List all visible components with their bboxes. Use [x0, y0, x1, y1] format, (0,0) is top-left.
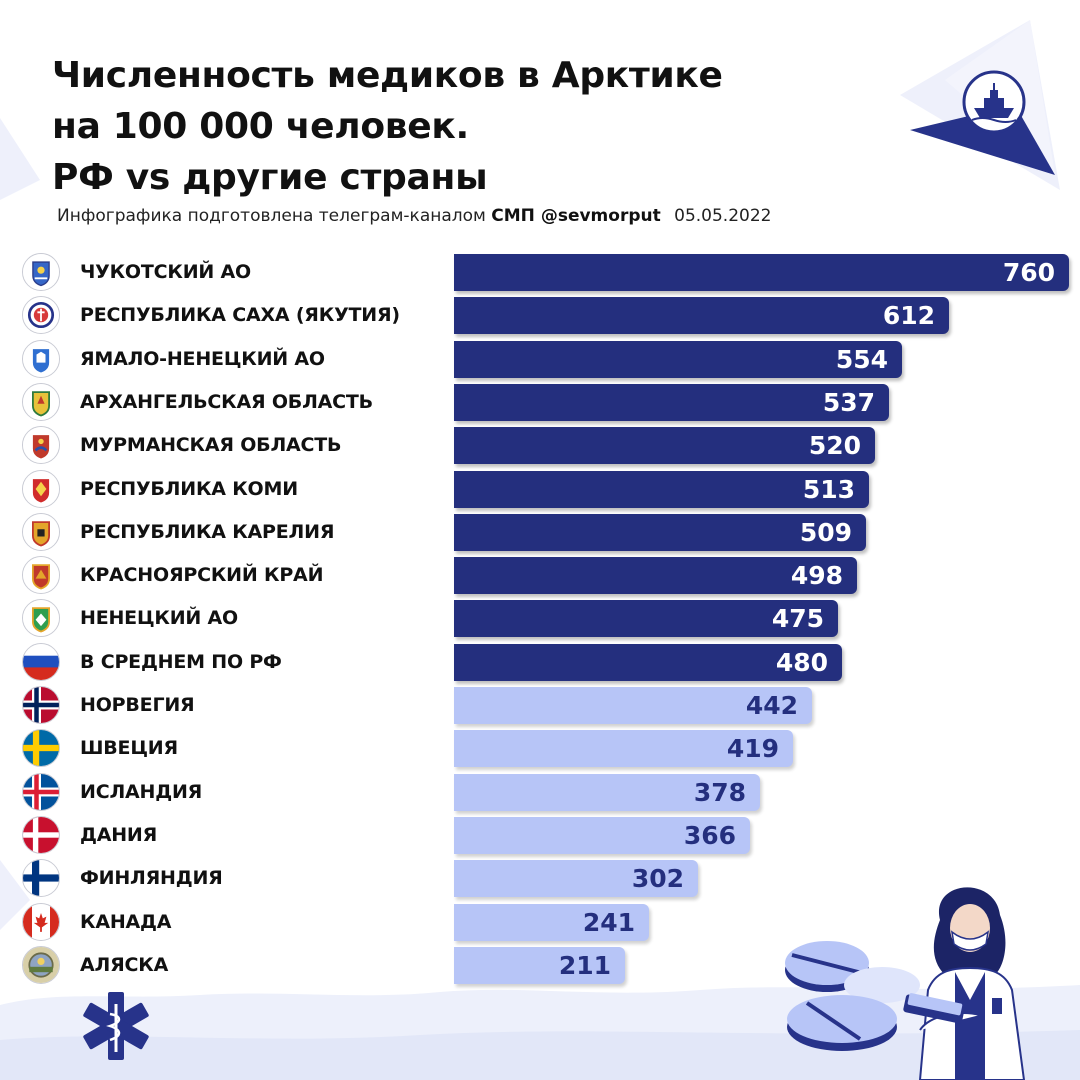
category-label: МУРМАНСКАЯ ОБЛАСТЬ	[80, 434, 342, 457]
category-label: РЕСПУБЛИКА САХА (ЯКУТИЯ)	[80, 304, 400, 327]
subtitle: Инфографика подготовлена телеграм-канало…	[57, 206, 771, 226]
russia-flag-icon	[22, 642, 60, 681]
category-label: В СРЕДНЕМ ПО РФ	[80, 650, 282, 673]
category-label: КРАСНОЯРСКИЙ КРАЙ	[80, 564, 324, 587]
bar: 513	[454, 470, 869, 508]
category-label: ЧУКОТСКИЙ АО	[80, 261, 251, 283]
title-line-2: на 100 000 человек.	[52, 106, 469, 147]
finland-flag-icon	[22, 859, 60, 898]
bar-value-label: 442	[745, 691, 798, 720]
bar: 241	[454, 903, 649, 941]
bar: 498	[454, 557, 857, 595]
category-label: НЕНЕЦКИЙ АО	[80, 607, 238, 630]
bar-value-label: 211	[558, 950, 611, 980]
bar: 419	[454, 730, 793, 768]
bar: 475	[454, 600, 838, 638]
subtitle-text: Инфографика подготовлена телеграм-канало…	[57, 206, 486, 226]
bar-value-label: 509	[799, 517, 852, 547]
komi-emblem-icon	[22, 469, 60, 508]
star-of-life-icon	[83, 992, 149, 1060]
yamal-emblem-icon	[22, 339, 60, 378]
category-label: АЛЯСКА	[80, 953, 169, 976]
bar: 378	[454, 773, 760, 811]
norway-flag-icon	[22, 686, 60, 724]
bar: 612	[454, 297, 949, 335]
bar-value-label: 475	[771, 604, 824, 634]
chukotka-emblem-icon	[22, 253, 60, 291]
arkhangelsk-emblem-icon	[22, 382, 60, 421]
bar: 509	[454, 513, 866, 551]
category-label: ДАНИЯ	[80, 823, 158, 846]
title-line-1: Численность медиков в Арктике	[52, 55, 723, 96]
ship-logo	[962, 70, 1026, 134]
bar: 537	[454, 383, 889, 421]
bar-value-label: 241	[582, 907, 635, 937]
bar: 480	[454, 643, 842, 681]
canada-flag-icon	[22, 902, 60, 941]
doctor-illustration	[903, 887, 1026, 1080]
bar-value-label: 480	[775, 647, 828, 677]
nenets-emblem-icon	[22, 599, 60, 638]
bar-value-label: 302	[631, 864, 684, 894]
bar-value-label: 537	[822, 387, 875, 417]
title-line-3: РФ vs другие страны	[52, 157, 488, 198]
category-label: ИСЛАНДИЯ	[80, 780, 203, 803]
murmansk-emblem-icon	[22, 426, 60, 465]
category-label: АРХАНГЕЛЬСКАЯ ОБЛАСТЬ	[80, 390, 373, 413]
subtitle-date: 05.05.2022	[674, 206, 772, 226]
category-label: ШВЕЦИЯ	[80, 737, 178, 760]
subtitle-channel: СМП @sevmorput	[491, 206, 661, 226]
bar-value-label: 366	[683, 820, 736, 850]
bar-value-label: 498	[790, 561, 843, 591]
bar-value-label: 419	[726, 734, 779, 764]
category-label: ЯМАЛО-НЕНЕЦКИЙ АО	[80, 347, 325, 370]
krasnoyarsk-emblem-icon	[22, 556, 60, 595]
bar-value-label: 760	[1002, 258, 1055, 287]
bar-value-label: 520	[808, 431, 861, 461]
category-label: КАНАДА	[80, 910, 172, 933]
category-label: ФИНЛЯНДИЯ	[80, 867, 223, 890]
category-label: РЕСПУБЛИКА КАРЕЛИЯ	[80, 520, 335, 543]
denmark-flag-icon	[22, 815, 60, 854]
bar-value-label: 554	[835, 344, 888, 374]
iceland-flag-icon	[22, 772, 60, 811]
bar: 520	[454, 427, 875, 465]
bar: 554	[454, 340, 902, 378]
bar: 302	[454, 860, 698, 898]
bar: 366	[454, 816, 750, 854]
bar-value-label: 378	[693, 777, 746, 807]
category-label: РЕСПУБЛИКА КОМИ	[80, 477, 298, 500]
bar: 442	[454, 687, 812, 724]
category-label: НОРВЕГИЯ	[80, 694, 195, 716]
bar-value-label: 513	[802, 474, 855, 504]
karelia-emblem-icon	[22, 512, 60, 551]
alaska-seal-icon	[22, 945, 60, 984]
sakha-emblem-icon	[22, 296, 60, 335]
bar: 760	[454, 254, 1069, 291]
sweden-flag-icon	[22, 729, 60, 768]
page-title: Численность медиков в Арктике на 100 000…	[52, 50, 872, 203]
pills-illustration	[785, 941, 920, 1051]
bar-value-label: 612	[882, 301, 935, 331]
bar: 211	[454, 946, 625, 984]
